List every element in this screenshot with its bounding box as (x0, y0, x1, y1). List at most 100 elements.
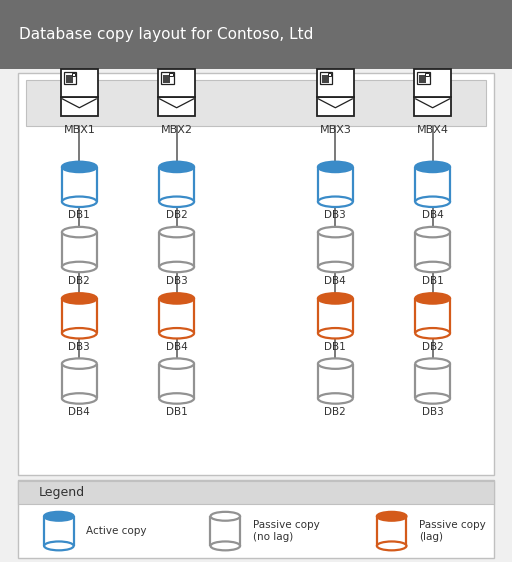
Bar (18, 73, 494, 475)
Bar (318, 167, 353, 202)
Ellipse shape (62, 328, 97, 338)
Bar (18, 481, 494, 504)
Text: MBX4: MBX4 (417, 125, 449, 135)
Bar (161, 72, 174, 84)
Text: Passive copy
(lag): Passive copy (lag) (419, 520, 486, 542)
Bar (159, 232, 194, 267)
Ellipse shape (159, 293, 194, 303)
Bar (0, 0, 512, 69)
Ellipse shape (159, 162, 194, 172)
Ellipse shape (318, 293, 353, 303)
Ellipse shape (415, 359, 450, 369)
Ellipse shape (415, 197, 450, 207)
Ellipse shape (159, 359, 194, 369)
Ellipse shape (318, 328, 353, 338)
Text: DB2: DB2 (69, 275, 90, 285)
Bar (415, 232, 450, 267)
Bar (318, 364, 353, 398)
Bar (320, 72, 332, 84)
Ellipse shape (210, 541, 240, 550)
Ellipse shape (415, 162, 450, 172)
Bar (317, 69, 354, 97)
Ellipse shape (318, 393, 353, 404)
Bar (318, 298, 353, 333)
Ellipse shape (44, 512, 74, 521)
Bar (64, 72, 76, 84)
Text: Legend: Legend (38, 486, 84, 499)
Ellipse shape (415, 393, 450, 404)
Ellipse shape (62, 393, 97, 404)
Text: Active copy: Active copy (87, 526, 147, 536)
Bar (322, 75, 329, 83)
Bar (159, 298, 194, 333)
Text: DB3: DB3 (69, 342, 90, 352)
Ellipse shape (415, 262, 450, 272)
Bar (158, 97, 195, 116)
Text: MBX1: MBX1 (63, 125, 95, 135)
Ellipse shape (159, 393, 194, 404)
Text: DB2: DB2 (422, 342, 443, 352)
Bar (72, 73, 75, 76)
Bar (377, 516, 407, 546)
Bar (415, 298, 450, 333)
Ellipse shape (318, 227, 353, 237)
Ellipse shape (318, 162, 353, 172)
Bar (62, 298, 97, 333)
Bar (419, 75, 426, 83)
Bar (159, 167, 194, 202)
Ellipse shape (377, 541, 407, 550)
Bar (62, 232, 97, 267)
Text: DB4: DB4 (325, 275, 346, 285)
Text: DB4: DB4 (69, 407, 90, 417)
Ellipse shape (415, 293, 450, 303)
Bar (158, 69, 195, 97)
Ellipse shape (159, 227, 194, 237)
Text: DB3: DB3 (422, 407, 443, 417)
Bar (169, 73, 173, 76)
Bar (159, 364, 194, 398)
Ellipse shape (377, 512, 407, 521)
Text: DB2: DB2 (325, 407, 346, 417)
Bar (44, 516, 74, 546)
Text: DB1: DB1 (166, 407, 187, 417)
Bar (317, 97, 354, 116)
Bar (61, 69, 98, 97)
Ellipse shape (62, 359, 97, 369)
Bar (62, 364, 97, 398)
Text: Database copy layout for Contoso, Ltd: Database copy layout for Contoso, Ltd (19, 27, 314, 42)
Ellipse shape (62, 227, 97, 237)
Text: MBX3: MBX3 (319, 125, 351, 135)
Text: DB4: DB4 (166, 342, 187, 352)
Ellipse shape (159, 197, 194, 207)
Text: DB3: DB3 (325, 210, 346, 220)
Bar (414, 97, 451, 116)
Bar (415, 364, 450, 398)
Ellipse shape (62, 262, 97, 272)
Text: MBX2: MBX2 (161, 125, 193, 135)
Ellipse shape (62, 293, 97, 303)
Bar (18, 480, 494, 558)
Bar (415, 167, 450, 202)
Ellipse shape (44, 541, 74, 550)
Bar (414, 69, 451, 97)
Ellipse shape (318, 197, 353, 207)
Text: DB2: DB2 (166, 210, 187, 220)
Text: Passive copy
(no lag): Passive copy (no lag) (253, 520, 319, 542)
Bar (26, 80, 486, 126)
Text: DB1: DB1 (69, 210, 90, 220)
Ellipse shape (159, 262, 194, 272)
Bar (210, 516, 240, 546)
Bar (163, 75, 170, 83)
Bar (318, 232, 353, 267)
Text: DB3: DB3 (166, 275, 187, 285)
Ellipse shape (415, 227, 450, 237)
Bar (417, 72, 430, 84)
Bar (425, 73, 429, 76)
Ellipse shape (415, 328, 450, 338)
Bar (328, 73, 331, 76)
Ellipse shape (62, 162, 97, 172)
Ellipse shape (62, 197, 97, 207)
Bar (62, 167, 97, 202)
Ellipse shape (318, 262, 353, 272)
Text: DB1: DB1 (325, 342, 346, 352)
